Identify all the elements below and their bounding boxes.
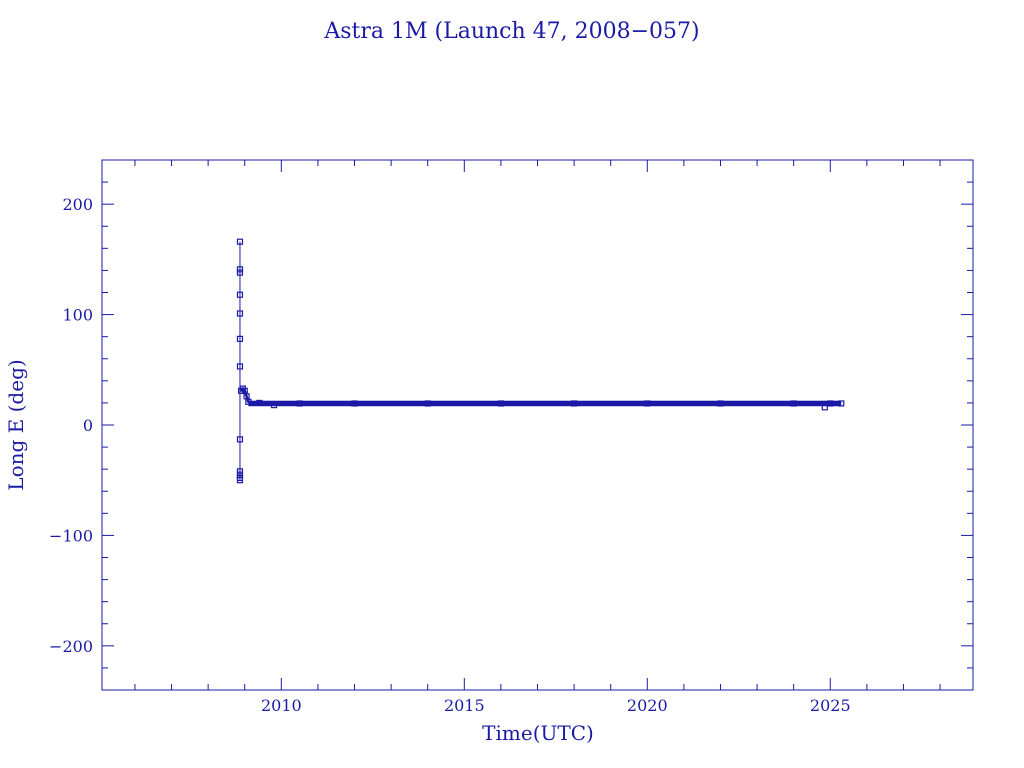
data-point (717, 400, 724, 407)
data-point (838, 400, 845, 407)
data-point (236, 238, 244, 245)
x-tick-label: 2015 (444, 696, 485, 715)
data-point (236, 468, 244, 475)
data-point (236, 474, 244, 482)
plot-frame (101, 159, 974, 691)
data-point (236, 266, 244, 273)
data-point (351, 400, 358, 407)
chart-title: Astra 1M (Launch 47, 2008−057) (323, 19, 699, 44)
data-point (236, 269, 244, 276)
data-point (424, 400, 431, 407)
data-point (256, 399, 263, 407)
data-point (790, 400, 797, 407)
y-tick-label: 200 (62, 195, 93, 214)
y-axis-label: Long E (deg) (4, 359, 28, 490)
data-point (236, 436, 244, 443)
data-point (236, 335, 244, 342)
y-tick-label: 100 (62, 306, 93, 325)
data-point (236, 471, 244, 478)
x-axis-label: Time(UTC) (482, 721, 594, 745)
y-tick-label: −100 (49, 526, 93, 545)
data-series (236, 238, 845, 484)
y-tick-label: 0 (83, 416, 93, 435)
axis-ticks (102, 160, 973, 690)
data-point (570, 400, 578, 407)
data-point (821, 404, 828, 411)
data-point (497, 400, 505, 407)
data-point (236, 291, 244, 298)
y-tick-label: −200 (49, 637, 93, 656)
data-point (644, 400, 651, 407)
data-point (245, 398, 252, 405)
data-point (236, 310, 244, 317)
data-point (270, 402, 278, 409)
axis-tick-labels: 2010 2015 2020 2025 −200 −100 0 100 200 (49, 195, 851, 715)
data-point (296, 400, 303, 407)
x-tick-label: 2025 (810, 696, 851, 715)
series-band (248, 400, 842, 407)
data-point (827, 400, 834, 407)
data-point (236, 363, 244, 370)
x-tick-label: 2010 (261, 696, 302, 715)
x-tick-label: 2020 (627, 696, 668, 715)
